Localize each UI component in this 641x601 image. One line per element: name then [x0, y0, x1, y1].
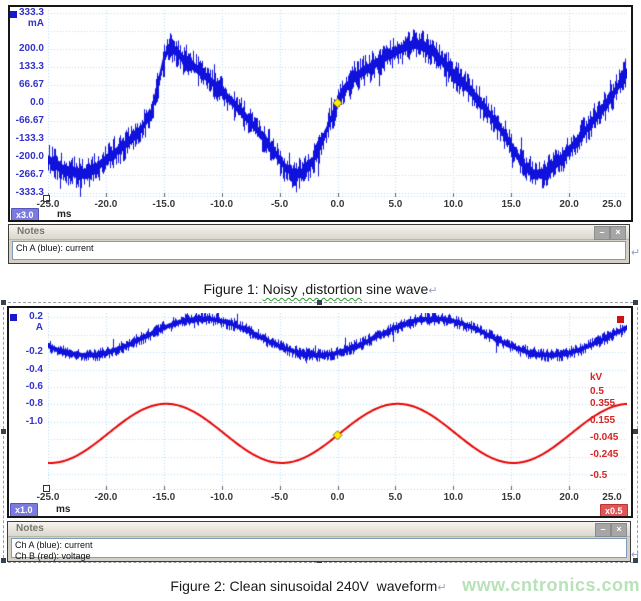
- paragraph-return-mark: ↵: [437, 582, 447, 594]
- y-axis-tick-label: -0.6: [25, 380, 43, 392]
- x-axis-tick-label: -5.0: [270, 199, 289, 210]
- x-axis-tick-label: 0.0: [330, 492, 345, 503]
- selection-handle-mid-left[interactable]: [1, 429, 6, 434]
- y-axis-right-tick-label: -0.245: [590, 448, 619, 460]
- notes-line: Ch A (blue): current: [16, 243, 94, 253]
- paragraph-return-mark: ↵: [428, 285, 438, 297]
- figure2-oscilloscope-screenshot: x1.0 ms x0.5 0.2 -0.2 -0.4 -0.6 -0.8 -1.0 A 0.5…: [7, 306, 633, 518]
- y-axis-tick-label: -1.0: [25, 415, 43, 427]
- y-axis-tick-label: -0.4: [25, 363, 43, 375]
- selection-handle-top-center[interactable]: [317, 300, 322, 305]
- y-axis-tick-label: 333.3: [18, 6, 44, 18]
- y-axis-right-tick-label: 0.155: [590, 414, 616, 426]
- channel-a-axis-marker[interactable]: [10, 11, 17, 18]
- caption-grammar-underlined: Noisy ,distortion: [262, 281, 363, 297]
- close-button[interactable]: ×: [611, 523, 627, 537]
- y-axis-tick-label: -266.7: [15, 169, 44, 181]
- figure1-oscilloscope-screenshot: x3.0 ms 333.3 200.0 133.3 66.67 0.0 -66.67 -13…: [8, 5, 633, 222]
- selection-handle-top-left[interactable]: [1, 300, 6, 305]
- trigger-time-marker[interactable]: [43, 485, 50, 492]
- y-axis-tick-label: 0.0: [30, 96, 44, 108]
- caption-suffix: sine wave: [362, 281, 429, 297]
- y-axis-right-tick-label: 0.5: [590, 385, 604, 397]
- notes-line: Ch A (blue): current: [15, 540, 93, 550]
- figure1-caption: Figure 1: Noisy ,distortion sine wave↵: [0, 281, 641, 297]
- watermark-text: www.cntronics.com: [462, 575, 640, 595]
- notes-text-area[interactable]: Ch A (blue): current Ch B (red): voltage: [11, 538, 627, 561]
- paragraph-return-mark: ↵: [631, 549, 641, 561]
- figure2-waveform-canvas: [48, 313, 627, 490]
- channel-a-zoom-badge[interactable]: x1.0: [10, 503, 38, 516]
- minimize-button[interactable]: –: [594, 226, 610, 240]
- figure1-notes-panel: Notes – × Ch A (blue): current: [8, 224, 630, 264]
- caption-text: Figure 2: Clean sinusoidal 240V waveform: [170, 578, 438, 594]
- figure2-caption: Figure 2: Clean sinusoidal 240V waveform…: [0, 578, 641, 594]
- x-axis-tick-label: 25.0: [602, 199, 622, 210]
- y-axis-tick-label: -333.3: [15, 187, 44, 199]
- close-button[interactable]: ×: [610, 226, 626, 240]
- minimize-button[interactable]: –: [595, 523, 611, 537]
- notes-line: Ch B (red): voltage: [15, 551, 91, 561]
- x-axis-tick-label: 20.0: [559, 199, 579, 210]
- x-axis-tick-label: 15.0: [501, 492, 521, 503]
- x-axis-tick-label: 10.0: [443, 492, 464, 503]
- channel-b-zoom-badge[interactable]: x0.5: [600, 504, 628, 516]
- trigger-time-marker[interactable]: [43, 195, 50, 202]
- x-axis-tick-label: -15.0: [152, 199, 176, 210]
- selection-handle-bottom-left[interactable]: [1, 558, 6, 563]
- x-axis-tick-label: 10.0: [443, 199, 464, 210]
- x-axis-unit-label: ms: [57, 209, 72, 220]
- y-axis-tick-label: -0.8: [25, 398, 43, 410]
- x-axis-tick-label: -25.0: [36, 199, 60, 210]
- channel-a-zoom-badge[interactable]: x3.0: [11, 208, 39, 220]
- y-axis-right-tick-label: 0.355: [590, 397, 616, 409]
- selection-handle-mid-right[interactable]: [633, 429, 638, 434]
- y-axis-tick-label: -66.67: [15, 114, 44, 126]
- x-axis-tick-label: 20.0: [559, 492, 579, 503]
- y-axis-tick-label: 200.0: [18, 42, 44, 54]
- y-axis-right-tick-label: -0.045: [590, 431, 619, 443]
- figure1-waveform-canvas: [48, 10, 627, 197]
- x-axis-tick-label: 25.0: [602, 492, 622, 503]
- x-axis-tick-label: -10.0: [210, 199, 234, 210]
- x-axis-tick-label: 15.0: [501, 199, 521, 210]
- selection-handle-bottom-right[interactable]: [633, 558, 638, 563]
- x-axis-tick-label: -5.0: [270, 492, 289, 503]
- x-axis-tick-label: -20.0: [94, 492, 118, 503]
- y-axis-tick-label: 66.67: [18, 78, 44, 90]
- x-axis-tick-label: -25.0: [36, 492, 60, 503]
- notes-text-area[interactable]: Ch A (blue): current: [12, 241, 626, 260]
- y-axis-tick-label: 133.3: [18, 60, 44, 72]
- x-axis-tick-label: 5.0: [388, 492, 403, 503]
- notes-title-bar: [9, 225, 629, 240]
- x-axis-tick-label: -10.0: [210, 492, 234, 503]
- y-axis-tick-label: -0.2: [25, 346, 43, 358]
- x-axis-tick-label: -15.0: [152, 492, 176, 503]
- x-axis-unit-label: ms: [56, 504, 71, 515]
- y-axis-tick-label: 0.2: [29, 311, 43, 323]
- y-axis-right-unit-label: kV: [590, 372, 603, 384]
- notes-title: Notes: [16, 523, 44, 534]
- caption-prefix: Figure 1:: [203, 281, 263, 297]
- channel-a-axis-marker[interactable]: [10, 314, 17, 321]
- y-axis-unit-label: mA: [27, 17, 44, 29]
- paragraph-return-mark: ↵: [631, 247, 641, 259]
- figure2-notes-panel: Notes – × Ch A (blue): current Ch B (red…: [7, 521, 631, 562]
- y-axis-tick-label: -200.0: [15, 151, 44, 162]
- y-axis-right-tick-label: -0.5: [590, 470, 608, 482]
- y-axis-unit-label: A: [35, 321, 43, 333]
- selection-handle-top-right[interactable]: [633, 300, 638, 305]
- x-axis-tick-label: 0.0: [330, 199, 345, 210]
- notes-title: Notes: [17, 226, 45, 237]
- x-axis-tick-label: 5.0: [388, 199, 403, 210]
- channel-b-axis-marker[interactable]: [617, 316, 624, 323]
- notes-title-bar: [8, 522, 630, 537]
- x-axis-tick-label: -20.0: [94, 199, 118, 210]
- y-axis-tick-label: -133.3: [15, 132, 44, 144]
